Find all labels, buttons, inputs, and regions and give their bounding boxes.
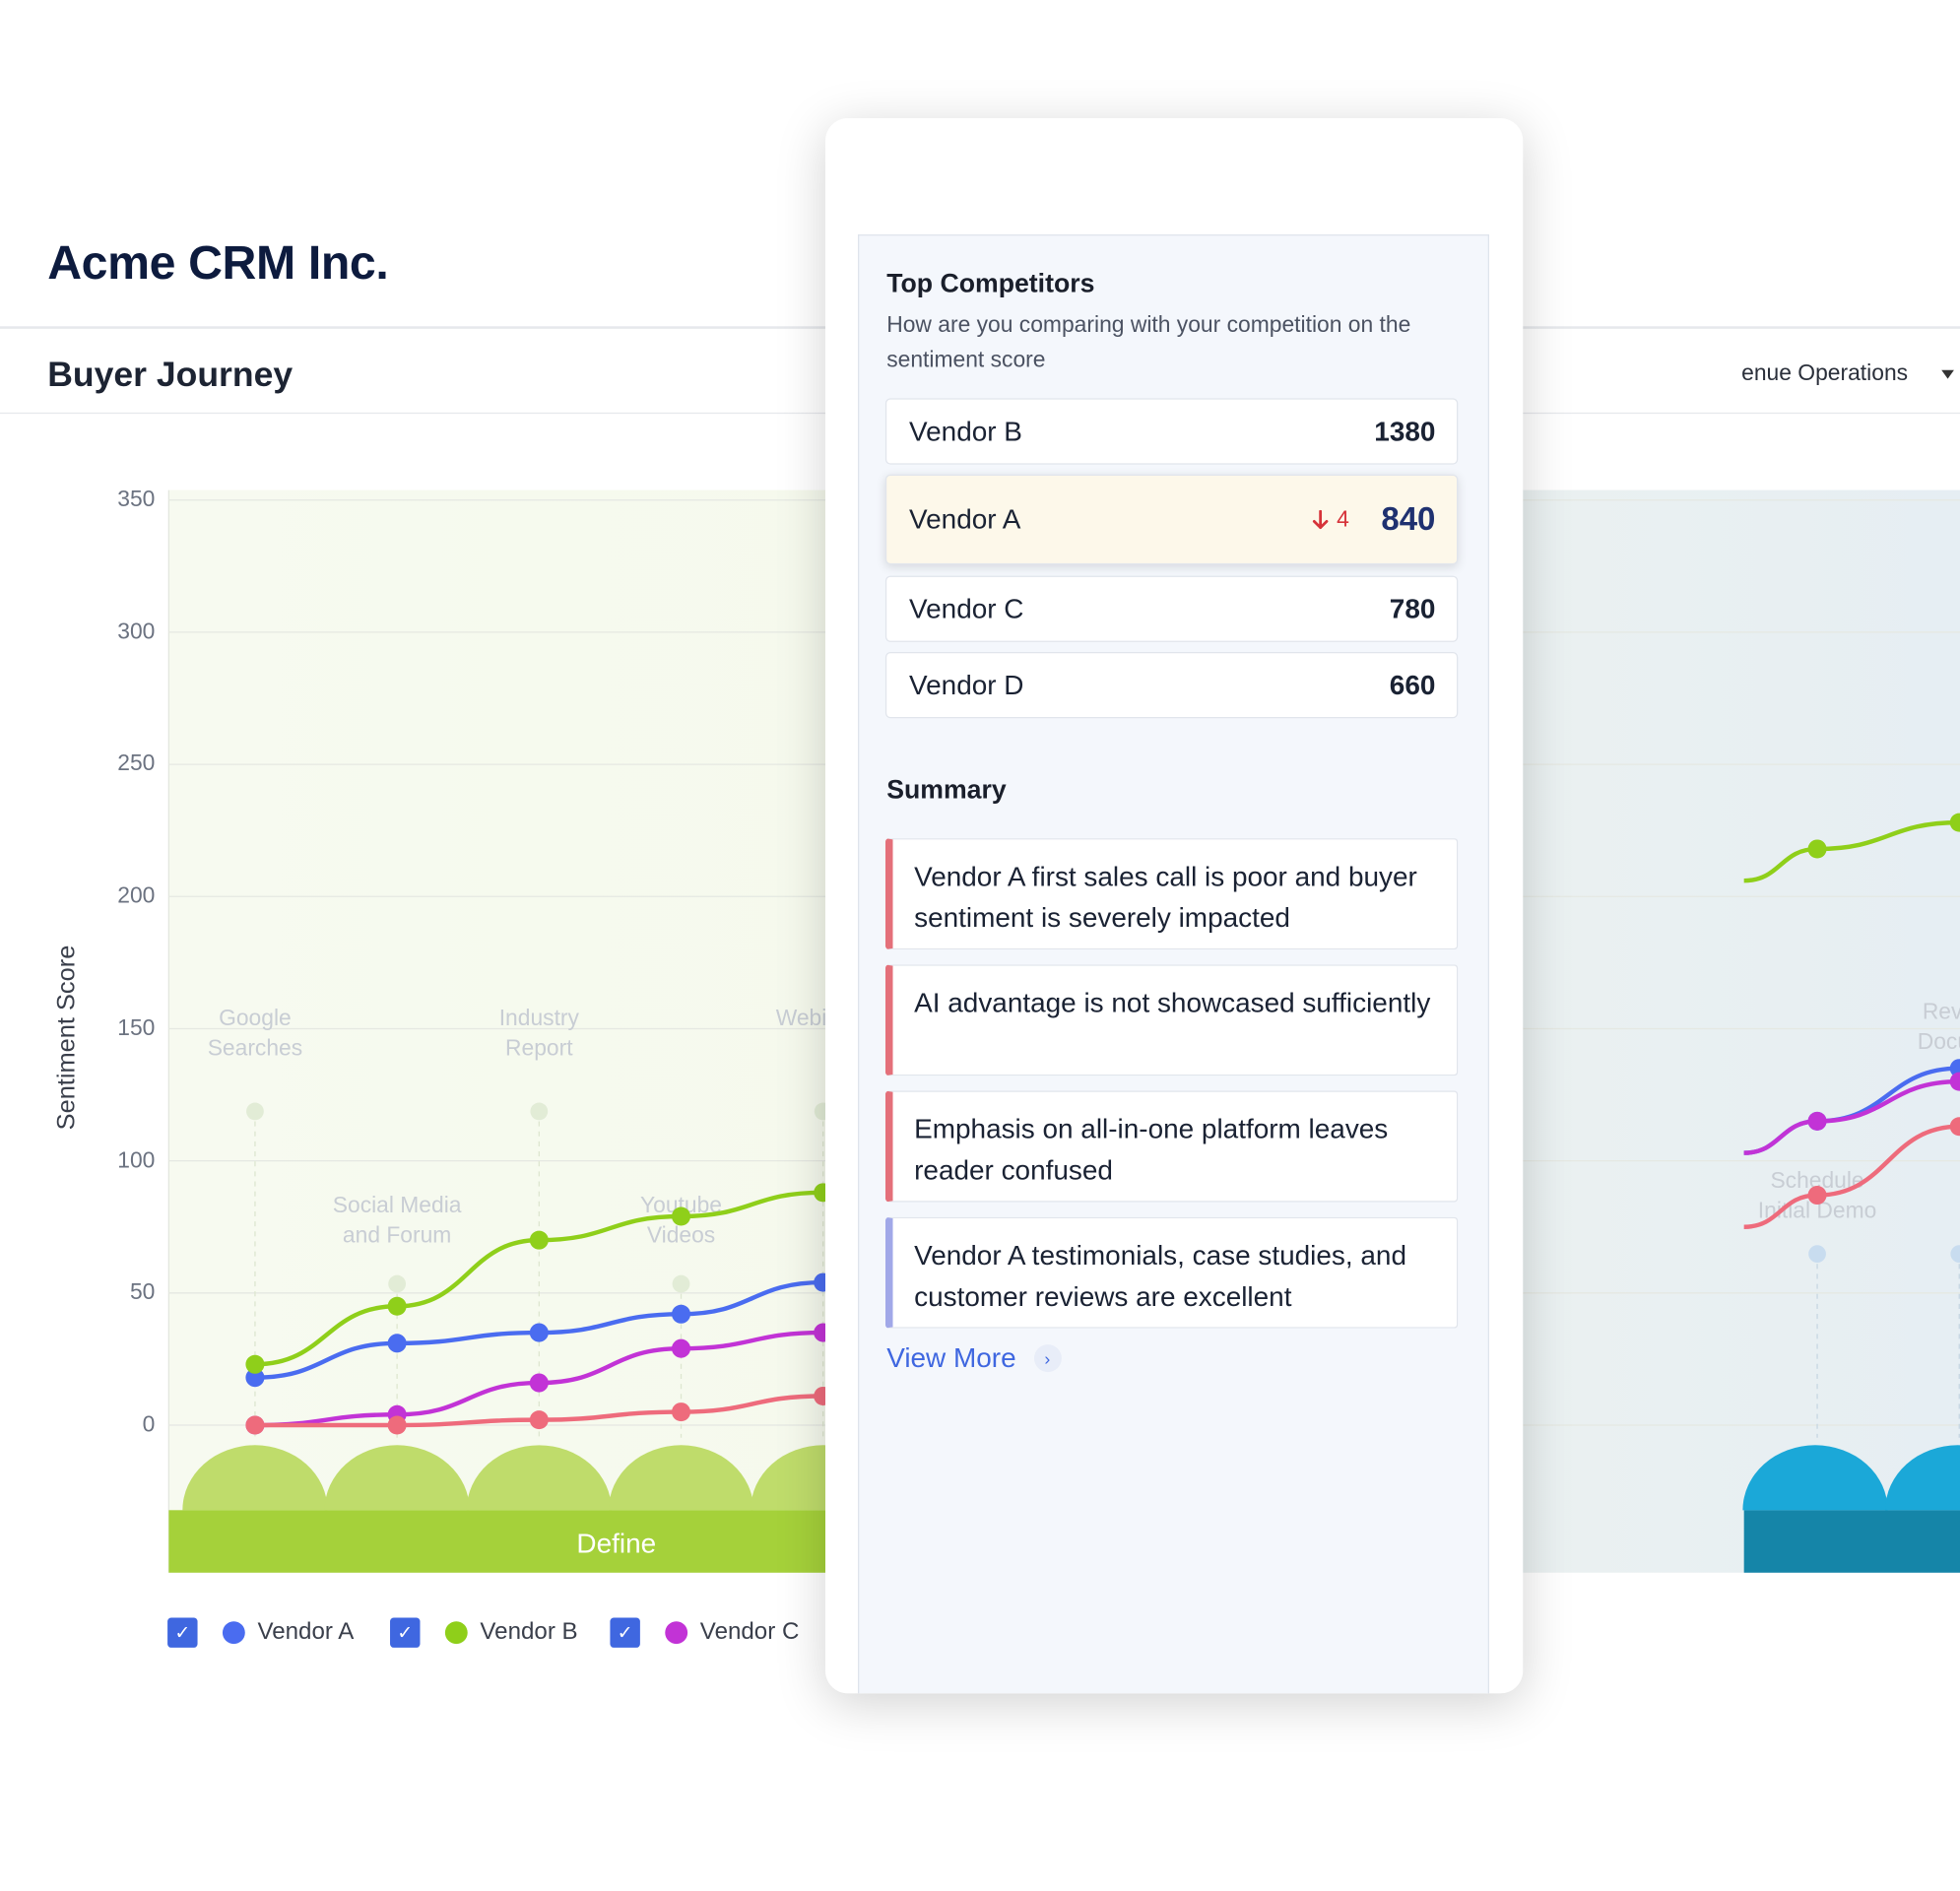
checkbox-icon[interactable]: ✓ [610, 1617, 640, 1648]
score-change: 4 [1312, 506, 1349, 533]
touchpoint-dot [246, 1102, 264, 1121]
summary-text: AI advantage is not showcased sufficient… [914, 987, 1431, 1018]
vendor-name: Vendor B [909, 415, 1022, 447]
data-point-vendor-a [245, 1368, 265, 1388]
data-point-vendor-c [671, 1338, 691, 1358]
legend-item-vendor-b[interactable]: ✓ Vendor B [390, 1616, 578, 1649]
touchpoint-label: Social Media and Forum [333, 1192, 462, 1247]
data-point-vendor-a [529, 1323, 549, 1342]
top-competitors-title: Top Competitors [886, 269, 1095, 298]
vendor-row-vendor-d[interactable]: Vendor D 660 [884, 651, 1459, 719]
summary-text: Vendor A testimonials, case studies, and… [914, 1239, 1406, 1313]
stage-bubble [324, 1445, 470, 1511]
summary-text: Emphasis on all-in-one platform leaves r… [914, 1113, 1389, 1186]
legend-label: Vendor A [257, 1618, 355, 1646]
touchpoint-label: ReviewDocume [1918, 998, 1960, 1053]
touchpoint-dot [388, 1274, 407, 1293]
data-point-vendor-b [387, 1296, 407, 1316]
y-tick-label: 100 [117, 1146, 156, 1173]
legend-dot [665, 1621, 688, 1645]
top-competitors-description: How are you comparing with your competit… [886, 311, 1411, 372]
stage-bubble [1885, 1445, 1960, 1511]
view-more-link[interactable]: View More › [886, 1341, 1062, 1375]
data-point-vendor-c [529, 1373, 549, 1393]
legend-label: Vendor B [480, 1618, 578, 1646]
vendor-score: 660 [1389, 669, 1436, 700]
sentiment-chart: Google Searches Social Media and Forum Indus… [167, 489, 1960, 1573]
series-line-vendor-d-right [1743, 1124, 1960, 1229]
y-tick-label: 0 [142, 1411, 156, 1437]
y-tick-label: 200 [117, 882, 156, 908]
summary-card: Vendor A first sales call is poor and bu… [884, 838, 1459, 950]
vendor-score: 780 [1389, 592, 1436, 624]
stage-bubble [182, 1445, 328, 1511]
data-point-vendor-d [1949, 1117, 1960, 1137]
y-tick-label: 50 [129, 1278, 156, 1305]
data-point-vendor-d [671, 1402, 691, 1422]
y-tick-label: 300 [117, 618, 156, 644]
score-change-value: 4 [1337, 506, 1349, 532]
data-point-vendor-c [1949, 1072, 1960, 1091]
checkbox-icon[interactable]: ✓ [390, 1617, 421, 1648]
data-point-vendor-b [529, 1230, 549, 1250]
summary-text: Vendor A first sales call is poor and bu… [914, 860, 1417, 934]
vendor-name: Vendor A [909, 502, 1021, 535]
legend-label: Vendor C [699, 1618, 800, 1646]
data-point-vendor-d [245, 1415, 265, 1435]
touchpoint-dot [530, 1102, 549, 1121]
summary-title: Summary [886, 775, 1007, 805]
stage-bubble [608, 1445, 754, 1511]
view-more-label: View More [886, 1341, 1016, 1374]
y-tick-label: 250 [117, 750, 156, 776]
data-point-vendor-d [387, 1415, 407, 1435]
chevron-right-icon: › [1033, 1344, 1062, 1373]
summary-card: Vendor A testimonials, case studies, and… [884, 1216, 1459, 1329]
stage-bubble [1742, 1445, 1888, 1511]
legend-item-vendor-a[interactable]: ✓ Vendor A [167, 1616, 354, 1649]
touchpoint-label: Google Searches [208, 1005, 302, 1060]
stage-bubble [466, 1445, 612, 1511]
arrow-down-icon [1312, 509, 1329, 529]
data-point-vendor-b [671, 1206, 691, 1226]
touchpoint-dot [1950, 1245, 1960, 1263]
legend-dot [222, 1621, 245, 1645]
department-dropdown[interactable]: enue Operations [1741, 359, 1909, 385]
vendor-score: 840 [1381, 499, 1436, 538]
data-point-vendor-a [387, 1334, 407, 1353]
y-tick-label: 350 [117, 486, 156, 512]
vendor-score: 1380 [1374, 415, 1436, 447]
legend-dot [444, 1621, 468, 1645]
caret-down-icon[interactable] [1941, 369, 1954, 379]
data-point-vendor-c [1807, 1111, 1827, 1131]
vendor-row-vendor-b[interactable]: Vendor B 1380 [884, 398, 1459, 465]
data-point-vendor-b [1949, 813, 1960, 832]
touchpoint-dot [1808, 1245, 1826, 1263]
data-point-vendor-b [1807, 839, 1827, 859]
data-point-vendor-a [671, 1304, 691, 1324]
data-point-vendor-d [1807, 1186, 1827, 1206]
vendor-name: Vendor C [909, 592, 1024, 624]
page-title: Buyer Journey [47, 355, 294, 394]
vendor-row-vendor-c[interactable]: Vendor C 780 [884, 575, 1459, 642]
y-tick-label: 150 [117, 1014, 156, 1040]
stage-bar-evaluate [1743, 1510, 1960, 1573]
touchpoint-dot [672, 1274, 690, 1293]
data-point-vendor-b [245, 1354, 265, 1374]
summary-card: AI advantage is not showcased sufficient… [884, 964, 1459, 1076]
panel-content: Top Competitors How are you comparing wi… [858, 234, 1489, 1694]
app-title: Acme CRM Inc. [47, 237, 389, 291]
data-point-vendor-d [529, 1410, 549, 1430]
legend-item-vendor-c[interactable]: ✓ Vendor C [610, 1616, 799, 1649]
vendor-name: Vendor D [909, 669, 1024, 700]
vendor-row-vendor-a[interactable]: Vendor A 4 840 [884, 474, 1459, 565]
touchpoint-label: Industry Report [499, 1005, 580, 1060]
summary-card: Emphasis on all-in-one platform leaves r… [884, 1090, 1459, 1203]
stage-label-define: Define [576, 1528, 657, 1559]
top-competitors-panel: Top Competitors How are you comparing wi… [825, 118, 1524, 1694]
checkbox-icon[interactable]: ✓ [167, 1617, 198, 1648]
